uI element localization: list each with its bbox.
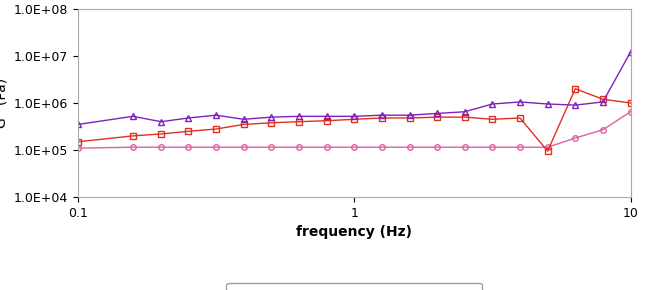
G"_T3 <box>129 134 136 138</box>
G"_T2 <box>267 146 275 149</box>
G"_T5 <box>627 50 634 54</box>
G"_T3 <box>185 130 192 133</box>
G"_T2 <box>544 146 552 149</box>
G"_T3 <box>322 119 330 122</box>
G"_T5 <box>406 113 413 117</box>
G"_T5 <box>544 102 552 106</box>
X-axis label: frequency (Hz): frequency (Hz) <box>296 226 412 240</box>
G"_T5 <box>433 112 441 115</box>
G"_T5 <box>157 120 165 124</box>
G"_T3 <box>406 116 413 120</box>
G"_T3 <box>295 120 303 124</box>
G"_T5 <box>212 113 220 117</box>
G"_T2 <box>571 136 579 140</box>
G"_T5 <box>516 100 524 104</box>
G"_T3 <box>461 115 469 119</box>
G"_T3 <box>350 117 358 121</box>
G"_T3 <box>74 140 82 144</box>
G"_T3 <box>157 132 165 136</box>
G"_T3 <box>378 116 386 120</box>
G"_T2 <box>322 146 330 149</box>
G"_T2 <box>240 146 248 149</box>
Line: G"_T5: G"_T5 <box>75 49 633 127</box>
Y-axis label: G'' (Pa): G'' (Pa) <box>0 78 8 128</box>
G"_T2 <box>461 146 469 149</box>
G"_T5 <box>74 123 82 126</box>
G"_T5 <box>129 115 136 118</box>
G"_T3 <box>627 101 634 105</box>
Line: G"_T2: G"_T2 <box>75 109 633 151</box>
G"_T5 <box>267 115 275 119</box>
G"_T2 <box>599 128 606 131</box>
G"_T2 <box>406 146 413 149</box>
G"_T2 <box>627 110 634 113</box>
G"_T5 <box>378 113 386 117</box>
G"_T3 <box>267 121 275 124</box>
G"_T3 <box>212 127 220 131</box>
G"_T5 <box>240 117 248 121</box>
G"_T2 <box>488 146 496 149</box>
G"_T5 <box>461 110 469 113</box>
G"_T5 <box>599 100 606 104</box>
G"_T3 <box>544 149 552 153</box>
G"_T2 <box>350 146 358 149</box>
G"_T5 <box>295 115 303 118</box>
G"_T2 <box>185 146 192 149</box>
Legend: G"_T2, G"_T3, G"_T5: G"_T2, G"_T3, G"_T5 <box>226 283 482 290</box>
G"_T3 <box>240 123 248 126</box>
G"_T5 <box>185 116 192 120</box>
G"_T2 <box>212 146 220 149</box>
G"_T5 <box>571 103 579 107</box>
G"_T2 <box>433 146 441 149</box>
G"_T2 <box>74 146 82 150</box>
G"_T2 <box>129 146 136 149</box>
G"_T3 <box>599 97 606 101</box>
G"_T3 <box>571 87 579 90</box>
G"_T3 <box>488 117 496 121</box>
G"_T5 <box>488 102 496 106</box>
G"_T2 <box>378 146 386 149</box>
G"_T2 <box>295 146 303 149</box>
G"_T2 <box>157 146 165 149</box>
G"_T2 <box>516 146 524 149</box>
Line: G"_T3: G"_T3 <box>75 86 633 154</box>
G"_T5 <box>322 115 330 118</box>
G"_T3 <box>433 115 441 119</box>
G"_T3 <box>516 116 524 120</box>
G"_T5 <box>350 115 358 118</box>
